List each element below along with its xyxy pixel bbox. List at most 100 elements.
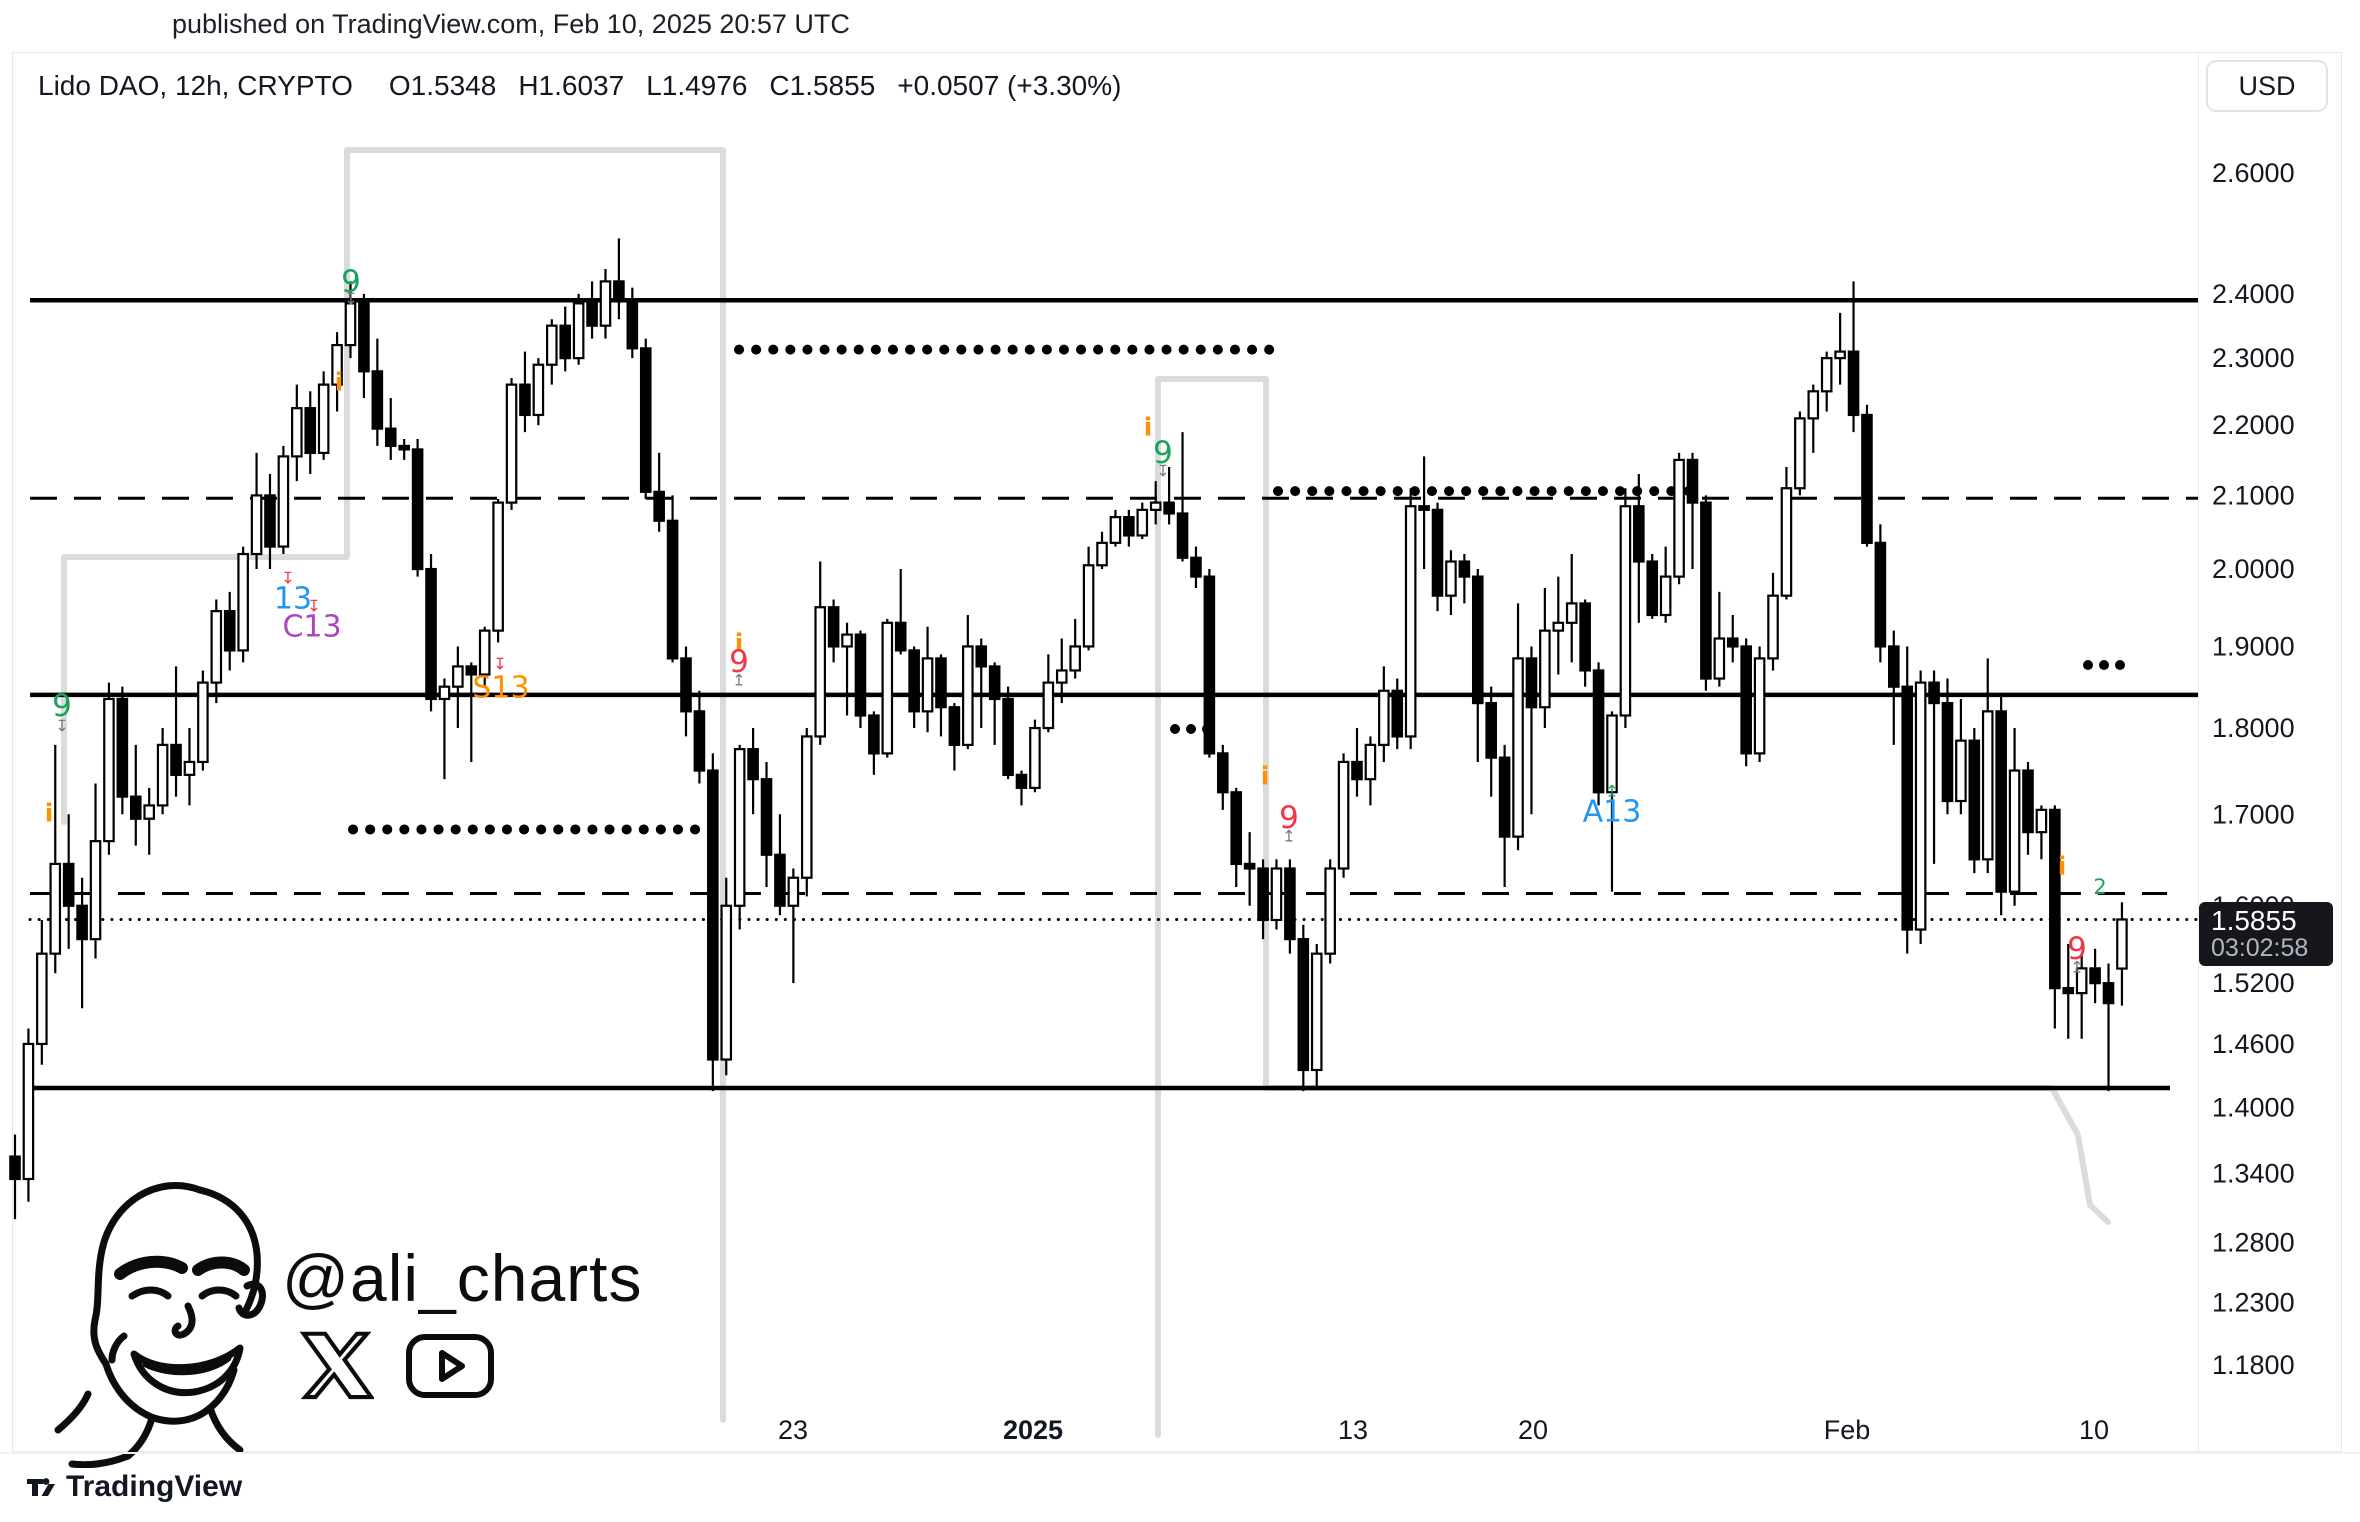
candle-down bbox=[1216, 752, 1229, 794]
last-price-value: 1.5855 bbox=[2211, 905, 2297, 936]
candle-up bbox=[2116, 918, 2128, 970]
candle-down bbox=[1431, 508, 1444, 597]
gray-annotation-path bbox=[61, 147, 726, 1423]
candle-down bbox=[693, 710, 706, 772]
candle-down bbox=[1847, 350, 1860, 417]
candle-up bbox=[1310, 952, 1323, 1072]
candle-up bbox=[22, 1042, 35, 1181]
candle-down bbox=[1861, 413, 1873, 544]
candle-down bbox=[2049, 808, 2061, 990]
candle-up bbox=[317, 383, 330, 455]
candle-down bbox=[613, 280, 625, 302]
candle-up bbox=[2035, 808, 2048, 834]
candle-up bbox=[492, 501, 504, 632]
candle-down bbox=[1257, 867, 1269, 922]
time-axis-label: 2025 bbox=[1003, 1415, 1063, 1445]
candle-down bbox=[1015, 773, 1028, 789]
td-marker: i bbox=[335, 368, 344, 397]
candle-up bbox=[344, 302, 357, 347]
legend-open: O1.5348 bbox=[388, 70, 497, 101]
candle-down bbox=[1579, 602, 1591, 672]
candle-up bbox=[1404, 505, 1417, 738]
price-axis-label: 2.0000 bbox=[2212, 554, 2295, 584]
candle-down bbox=[1230, 791, 1243, 866]
candle-down bbox=[747, 748, 759, 781]
dot-cluster-dot bbox=[2083, 660, 2093, 670]
currency-label: USD bbox=[2238, 70, 2296, 101]
legend-close: C1.5855 bbox=[769, 70, 876, 101]
dot-cluster-dot bbox=[2115, 660, 2125, 670]
last-price-tag: 1.5855 03:02:58 bbox=[2199, 902, 2333, 966]
candle-down bbox=[398, 444, 410, 451]
td-marker: S13 bbox=[472, 671, 529, 706]
candle-up bbox=[1606, 714, 1618, 794]
publish-caption: published on TradingView.com, Feb 10, 20… bbox=[172, 9, 850, 39]
candle-up bbox=[1780, 487, 1793, 597]
candle-down bbox=[1592, 669, 1605, 794]
candle-up bbox=[1552, 621, 1565, 632]
price-axis-label: 2.2000 bbox=[2212, 410, 2295, 440]
candle-down bbox=[76, 904, 88, 941]
candle-down bbox=[223, 610, 236, 652]
candle-up bbox=[921, 657, 934, 713]
candle-down bbox=[371, 370, 384, 430]
legend-change: +0.0507 (+3.30%) bbox=[897, 70, 1122, 101]
td-marker: 9 bbox=[341, 264, 361, 300]
candle-up bbox=[1565, 602, 1578, 624]
price-axis-label: 1.4600 bbox=[2212, 1029, 2295, 1059]
price-axis-label: 1.7000 bbox=[2212, 799, 2295, 829]
candle-down bbox=[1485, 701, 1497, 759]
footer-divider bbox=[0, 1452, 2360, 1454]
price-axis-label: 1.3400 bbox=[2212, 1158, 2295, 1188]
candle-up bbox=[291, 407, 303, 458]
candle-up bbox=[1109, 516, 1122, 544]
candle-up bbox=[1378, 689, 1390, 746]
price-axis-label: 2.3000 bbox=[2212, 343, 2295, 373]
td-marker: ↧ bbox=[1156, 462, 1169, 481]
candle-up bbox=[1981, 710, 1994, 861]
candle-up bbox=[505, 383, 518, 504]
candle-down bbox=[908, 649, 920, 713]
candle-down bbox=[116, 697, 129, 798]
candle-down bbox=[129, 795, 142, 820]
candle-down bbox=[264, 494, 276, 548]
symbol-legend[interactable]: Lido DAO, 12h, CRYPTO O1.5348 H1.6037 L1… bbox=[38, 70, 1121, 102]
candle-up bbox=[183, 760, 196, 776]
currency-toggle-button[interactable]: USD bbox=[2206, 60, 2328, 112]
symbol-title[interactable]: Lido DAO, 12h, CRYPTO bbox=[38, 70, 353, 101]
candle-down bbox=[519, 383, 531, 417]
price-axis-label: 1.8000 bbox=[2212, 713, 2295, 743]
td-marker: i bbox=[45, 799, 54, 828]
candle-down bbox=[1243, 862, 1256, 870]
time-axis-label: Feb bbox=[1824, 1415, 1871, 1445]
candle-down bbox=[1941, 701, 1954, 803]
candle-down bbox=[868, 714, 880, 755]
candle-up bbox=[1445, 560, 1457, 597]
candle-up bbox=[438, 685, 451, 701]
candle-down bbox=[1887, 645, 1900, 688]
candle-down bbox=[1525, 657, 1538, 709]
candle-down bbox=[1726, 637, 1739, 648]
candle-down bbox=[1163, 501, 1175, 515]
candle-down bbox=[639, 347, 652, 493]
price-axis-label: 1.5200 bbox=[2212, 968, 2295, 998]
td-marker: 9 bbox=[1279, 800, 1299, 836]
candle-up bbox=[156, 743, 169, 807]
candle-up bbox=[1055, 669, 1068, 684]
candle-up bbox=[1512, 657, 1524, 838]
candle-up bbox=[1753, 657, 1766, 755]
td-marker: 9 bbox=[1153, 435, 1173, 471]
tradingview-brand-text[interactable]: TradingView bbox=[66, 1470, 243, 1503]
gray-annotation-path bbox=[1155, 376, 2111, 1438]
price-axis-label: 2.4000 bbox=[2212, 279, 2295, 309]
candle-up bbox=[1539, 629, 1551, 709]
candle-up bbox=[210, 610, 223, 684]
candle-up bbox=[1042, 681, 1055, 730]
candle-down bbox=[1297, 938, 1310, 1072]
candle-down bbox=[465, 665, 478, 676]
candle-down bbox=[304, 407, 317, 455]
td-marker: i bbox=[1261, 762, 1270, 791]
candle-down bbox=[1002, 697, 1014, 776]
dot-cluster-dot bbox=[1186, 724, 1196, 734]
